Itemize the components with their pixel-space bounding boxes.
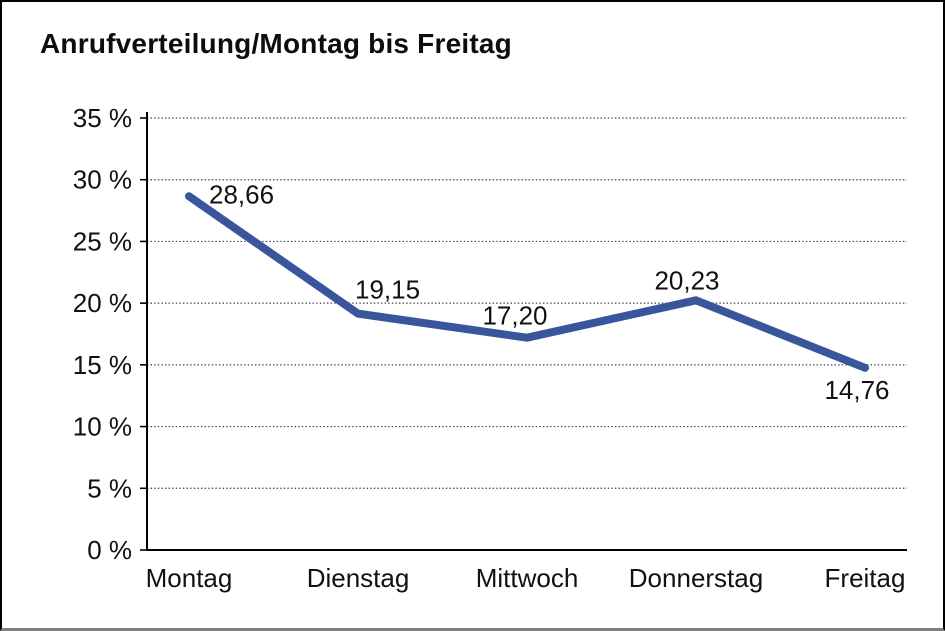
data-point-label: 17,20	[482, 301, 547, 331]
data-point-label: 19,15	[355, 275, 420, 305]
y-tick-label: 15 %	[73, 350, 132, 380]
y-tick-label: 5 %	[87, 473, 132, 503]
data-point-label: 20,23	[654, 265, 719, 295]
x-category-label: Mittwoch	[476, 563, 579, 593]
x-category-label: Montag	[146, 563, 233, 593]
chart-title: Anrufverteilung/Montag bis Freitag	[40, 28, 512, 59]
y-tick-label: 0 %	[87, 535, 132, 565]
y-tick-label: 25 %	[73, 226, 132, 256]
data-point-label: 28,66	[209, 179, 274, 209]
y-tick-label: 35 %	[73, 103, 132, 133]
x-category-label: Dienstag	[307, 563, 410, 593]
y-tick-label: 30 %	[73, 165, 132, 195]
data-point-label: 14,76	[824, 375, 889, 405]
data-line	[185, 192, 869, 372]
y-tick-label: 20 %	[73, 288, 132, 318]
y-tick-label: 10 %	[73, 412, 132, 442]
x-category-label: Freitag	[825, 563, 906, 593]
x-category-label: Donnerstag	[629, 563, 763, 593]
